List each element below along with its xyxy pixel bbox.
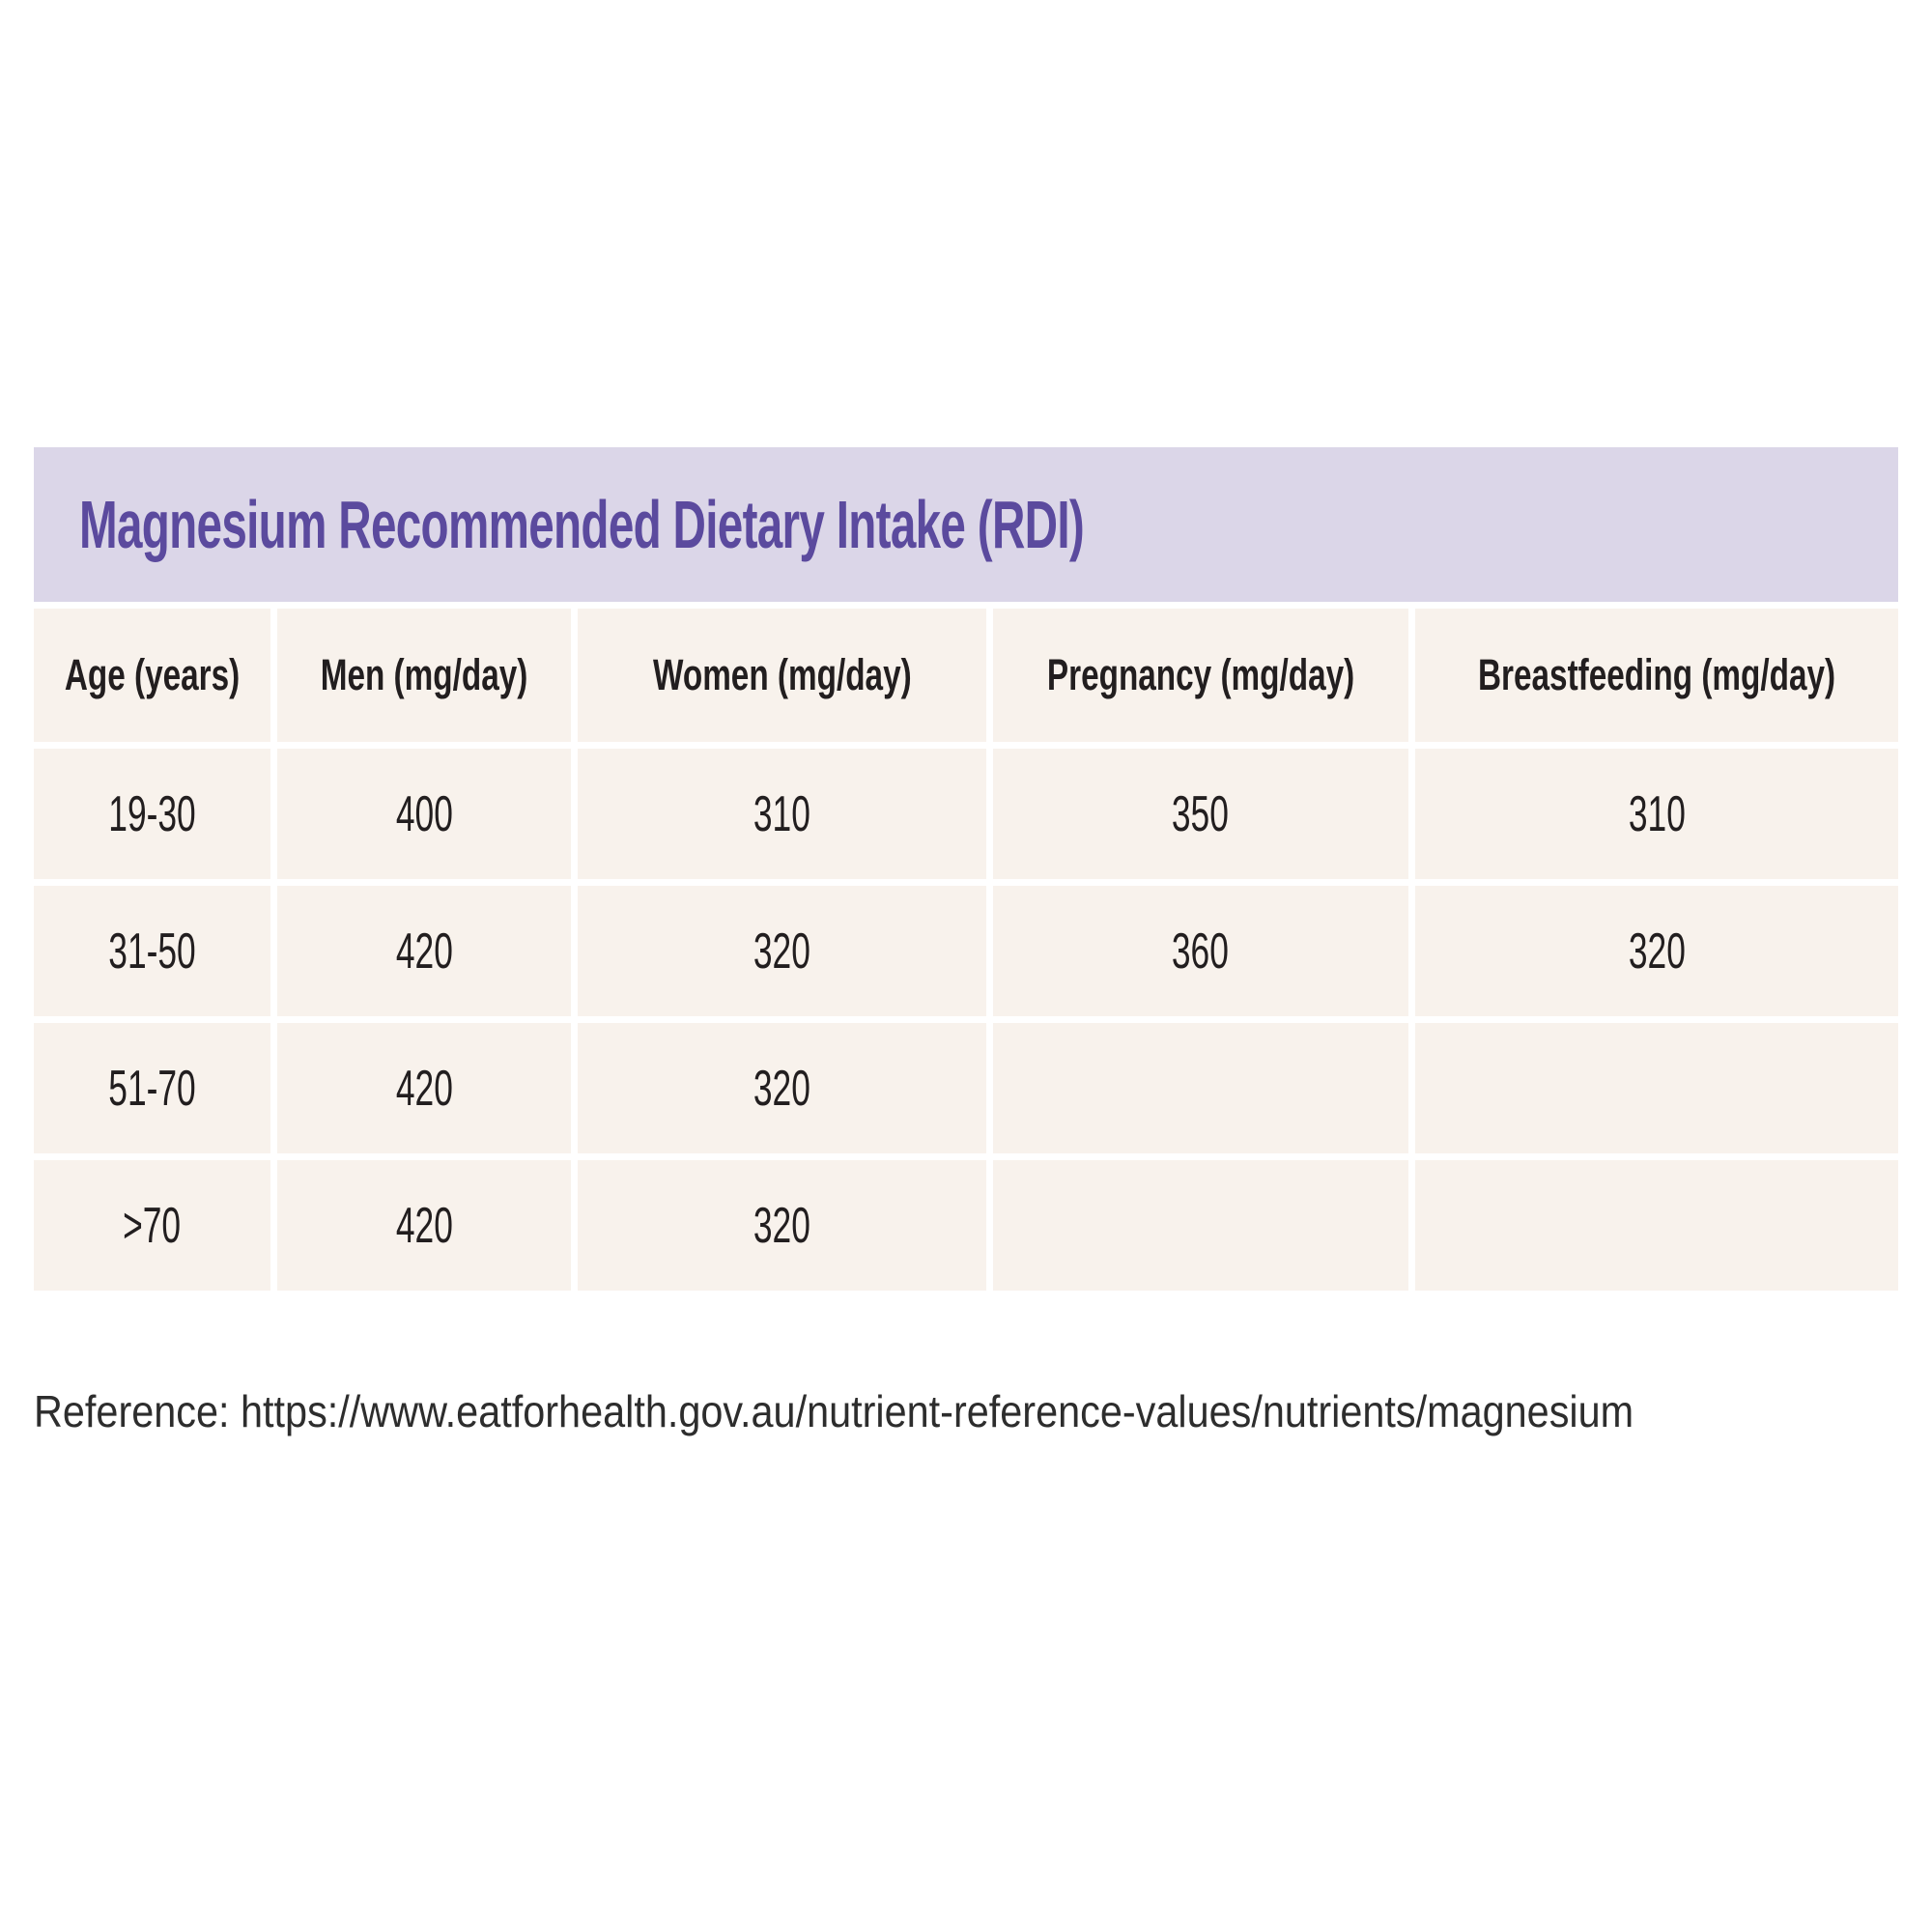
table-cell: 51-70 [34, 1023, 271, 1153]
cell-value: 310 [1628, 785, 1686, 842]
column-header-label: Age (years) [64, 650, 241, 699]
column-header-age: Age (years) [34, 609, 271, 742]
table-cell [1414, 1023, 1898, 1153]
table-cell: 310 [578, 749, 986, 879]
column-header-label: Pregnancy (mg/day) [1046, 650, 1354, 699]
title-banner: Magnesium Recommended Dietary Intake (RD… [34, 447, 1898, 602]
table-cell: 320 [1414, 886, 1898, 1016]
cell-value: >70 [123, 1197, 182, 1254]
cell-value: 320 [753, 1060, 811, 1117]
table-cell: 350 [992, 749, 1408, 879]
table-cell [1414, 1160, 1898, 1291]
table-cell: 320 [578, 1160, 986, 1291]
table-cell: 19-30 [34, 749, 271, 879]
cell-value: 400 [395, 785, 453, 842]
table-cell: 400 [277, 749, 572, 879]
column-header-label: Breastfeeding (mg/day) [1477, 650, 1835, 699]
column-header-pregnancy: Pregnancy (mg/day) [992, 609, 1408, 742]
cell-value: 310 [753, 785, 811, 842]
table-cell: 310 [1414, 749, 1898, 879]
table-cell: >70 [34, 1160, 271, 1291]
table-cell [992, 1160, 1408, 1291]
cell-value: 51-70 [108, 1060, 196, 1117]
column-header-breastfeeding: Breastfeeding (mg/day) [1414, 609, 1898, 742]
table-cell: 320 [578, 1023, 986, 1153]
column-header-men: Men (mg/day) [277, 609, 572, 742]
table-cell: 420 [277, 1160, 572, 1291]
rdi-table: Age (years) Men (mg/day) Women (mg/day) … [34, 609, 1898, 1291]
table-cell [992, 1023, 1408, 1153]
table-cell: 420 [277, 1023, 572, 1153]
reference-text: Reference: https://www.eatforhealth.gov.… [34, 1386, 1634, 1436]
table-cell: 31-50 [34, 886, 271, 1016]
cell-value: 31-50 [108, 923, 196, 980]
cell-value: 420 [395, 1060, 453, 1117]
page-title: Magnesium Recommended Dietary Intake (RD… [79, 487, 1085, 562]
cell-value: 420 [395, 1197, 453, 1254]
column-header-women: Women (mg/day) [578, 609, 986, 742]
column-header-label: Men (mg/day) [320, 650, 528, 699]
cell-value: 420 [395, 923, 453, 980]
table-cell: 360 [992, 886, 1408, 1016]
cell-value: 320 [753, 1197, 811, 1254]
cell-value: 19-30 [108, 785, 196, 842]
cell-value: 320 [753, 923, 811, 980]
table-cell: 420 [277, 886, 572, 1016]
cell-value: 350 [1172, 785, 1230, 842]
table-cell: 320 [578, 886, 986, 1016]
cell-value: 360 [1172, 923, 1230, 980]
cell-value: 320 [1628, 923, 1686, 980]
column-header-label: Women (mg/day) [652, 650, 912, 699]
